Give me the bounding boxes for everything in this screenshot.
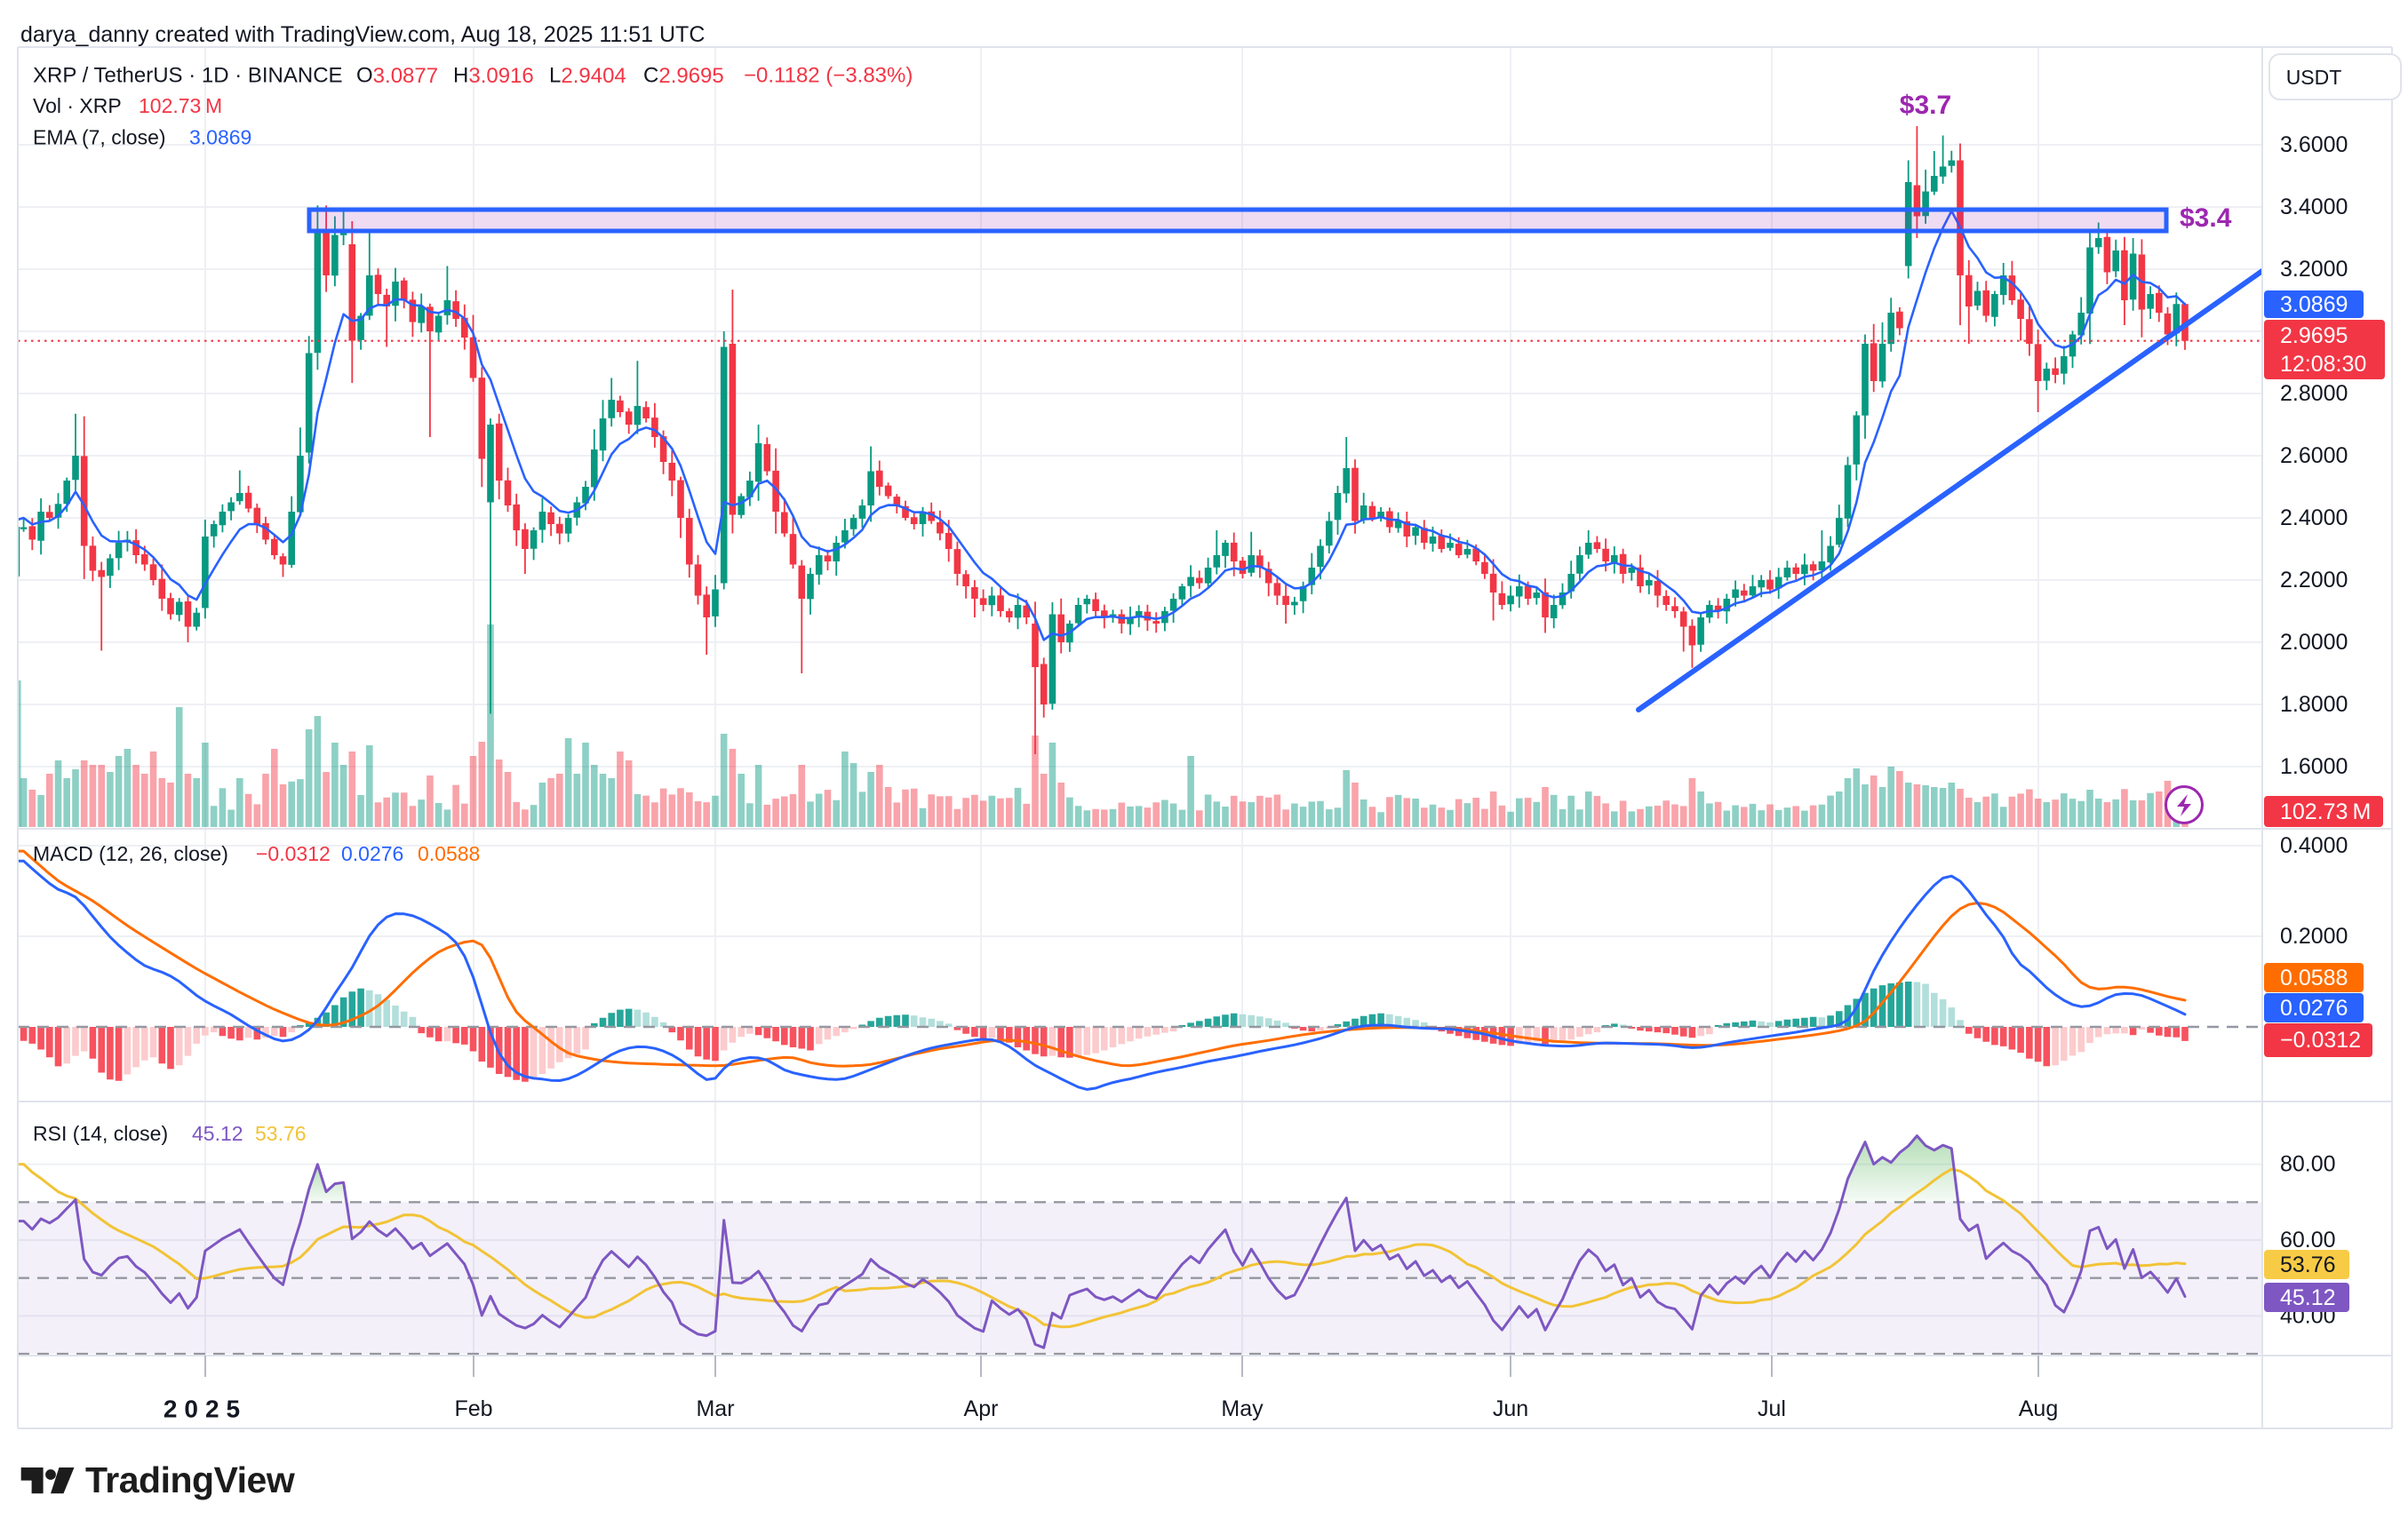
svg-text:0.4000: 0.4000	[2280, 833, 2348, 858]
svg-text:2025: 2025	[163, 1396, 247, 1423]
svg-text:−0.0312: −0.0312	[256, 842, 331, 865]
svg-text:3.6000: 3.6000	[2280, 132, 2348, 157]
svg-text:0.2000: 0.2000	[2280, 924, 2348, 949]
svg-text:$3.4: $3.4	[2180, 203, 2232, 233]
svg-text:1.8000: 1.8000	[2280, 692, 2348, 717]
svg-text:−0.1182 (−3.83%): −0.1182 (−3.83%)	[744, 64, 913, 88]
svg-text:2.6000: 2.6000	[2280, 443, 2348, 468]
svg-text:53.76: 53.76	[2280, 1253, 2336, 1277]
svg-text:45.12: 45.12	[192, 1122, 243, 1145]
svg-text:12:08:30: 12:08:30	[2280, 352, 2366, 377]
svg-text:45.12: 45.12	[2280, 1285, 2336, 1310]
svg-text:H3.0916: H3.0916	[453, 64, 534, 88]
svg-text:EMA (7, close): EMA (7, close)	[33, 126, 166, 149]
svg-text:RSI (14, close): RSI (14, close)	[33, 1122, 168, 1145]
svg-text:2.2000: 2.2000	[2280, 568, 2348, 593]
svg-text:C2.9695: C2.9695	[643, 64, 724, 88]
svg-text:3.4000: 3.4000	[2280, 195, 2348, 219]
svg-text:60.00: 60.00	[2280, 1228, 2336, 1253]
svg-text:102.73 M: 102.73 M	[139, 94, 222, 117]
svg-text:Feb: Feb	[454, 1396, 492, 1421]
svg-text:O3.0877: O3.0877	[356, 64, 438, 88]
svg-text:Apr: Apr	[964, 1396, 999, 1421]
svg-text:0.0276: 0.0276	[341, 842, 403, 865]
svg-text:MACD (12, 26, close): MACD (12, 26, close)	[33, 842, 228, 865]
svg-text:1.6000: 1.6000	[2280, 754, 2348, 779]
svg-text:−0.0312: −0.0312	[2280, 1028, 2361, 1053]
svg-text:XRP / TetherUS · 1D · BINANCE: XRP / TetherUS · 1D · BINANCE	[33, 64, 343, 88]
svg-text:May: May	[1221, 1396, 1264, 1421]
svg-text:Jul: Jul	[1758, 1396, 1786, 1421]
svg-text:USDT: USDT	[2286, 66, 2342, 89]
svg-text:Vol · XRP: Vol · XRP	[33, 94, 122, 117]
svg-text:2.9695: 2.9695	[2280, 323, 2348, 348]
svg-text:Mar: Mar	[696, 1396, 734, 1421]
svg-text:3.0869: 3.0869	[189, 126, 251, 149]
svg-text:Aug: Aug	[2019, 1396, 2058, 1421]
svg-text:Jun: Jun	[1493, 1396, 1528, 1421]
svg-text:0.0276: 0.0276	[2280, 996, 2348, 1021]
svg-text:3.2000: 3.2000	[2280, 257, 2348, 282]
svg-text:80.00: 80.00	[2280, 1152, 2336, 1177]
svg-text:3.0869: 3.0869	[2280, 292, 2348, 317]
svg-text:53.76: 53.76	[255, 1122, 307, 1145]
svg-text:102.73 M: 102.73 M	[2280, 799, 2371, 824]
svg-text:L2.9404: L2.9404	[549, 64, 626, 88]
svg-text:2.4000: 2.4000	[2280, 505, 2348, 530]
svg-text:2.0000: 2.0000	[2280, 630, 2348, 655]
svg-text:$3.7: $3.7	[1900, 91, 1951, 120]
svg-text:0.0588: 0.0588	[418, 842, 480, 865]
svg-text:TradingView: TradingView	[85, 1459, 295, 1500]
svg-text:darya_danny created with Tradi: darya_danny created with TradingView.com…	[20, 22, 705, 47]
svg-text:2.8000: 2.8000	[2280, 381, 2348, 406]
svg-text:0.0588: 0.0588	[2280, 966, 2348, 990]
